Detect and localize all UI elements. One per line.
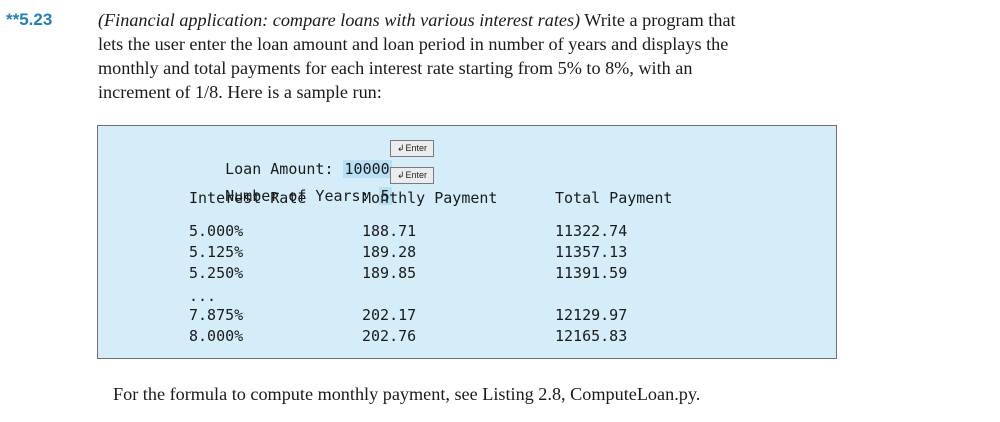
total-cell: 12165.83	[555, 327, 628, 345]
enter-key-icon: ↲Enter	[390, 140, 434, 157]
monthly-cell: 189.85	[362, 264, 417, 282]
years-input: 5	[378, 187, 392, 205]
header-interest-rate: Interest Rate	[189, 189, 307, 207]
exercise-body: Write a program that lets the user enter…	[98, 10, 736, 102]
rate-cell: 5.000%	[189, 222, 244, 240]
monthly-cell: 189.28	[362, 243, 417, 261]
exercise-description: (Financial application: compare loans wi…	[98, 8, 758, 104]
rate-cell: 5.125%	[189, 243, 244, 261]
monthly-cell: 188.71	[362, 222, 417, 240]
total-cell: 11357.13	[555, 243, 628, 261]
footer-note: For the formula to compute monthly payme…	[113, 384, 701, 404]
monthly-cell: 202.76	[362, 327, 417, 345]
monthly-cell: 202.17	[362, 306, 417, 324]
exercise-topic: (Financial application: compare loans wi…	[98, 10, 581, 30]
enter-key-label: Enter	[405, 143, 428, 153]
exercise-number: **5.23	[6, 10, 53, 29]
enter-key-label: Enter	[405, 170, 428, 180]
header-monthly-payment: Monthly Payment	[362, 189, 498, 207]
years-prompt: Number of Years:	[225, 187, 379, 205]
sample-run-console: Loan Amount: 10000 ↲Enter Number of Year…	[97, 125, 837, 359]
total-cell: 11391.59	[555, 264, 628, 282]
total-cell: 12129.97	[555, 306, 628, 324]
loan-amount-line: Loan Amount: 10000	[189, 139, 392, 199]
header-total-payment: Total Payment	[555, 189, 673, 207]
total-cell: 11322.74	[555, 222, 628, 240]
rate-cell: 7.875%	[189, 306, 244, 324]
ellipsis-row: ...	[189, 287, 217, 305]
enter-key-icon: ↲Enter	[390, 167, 434, 184]
loan-amount-prompt: Loan Amount:	[225, 160, 343, 178]
loan-amount-input: 10000	[342, 160, 392, 178]
years-line: Number of Years: 5	[189, 166, 392, 226]
rate-cell: 8.000%	[189, 327, 244, 345]
rate-cell: 5.250%	[189, 264, 244, 282]
